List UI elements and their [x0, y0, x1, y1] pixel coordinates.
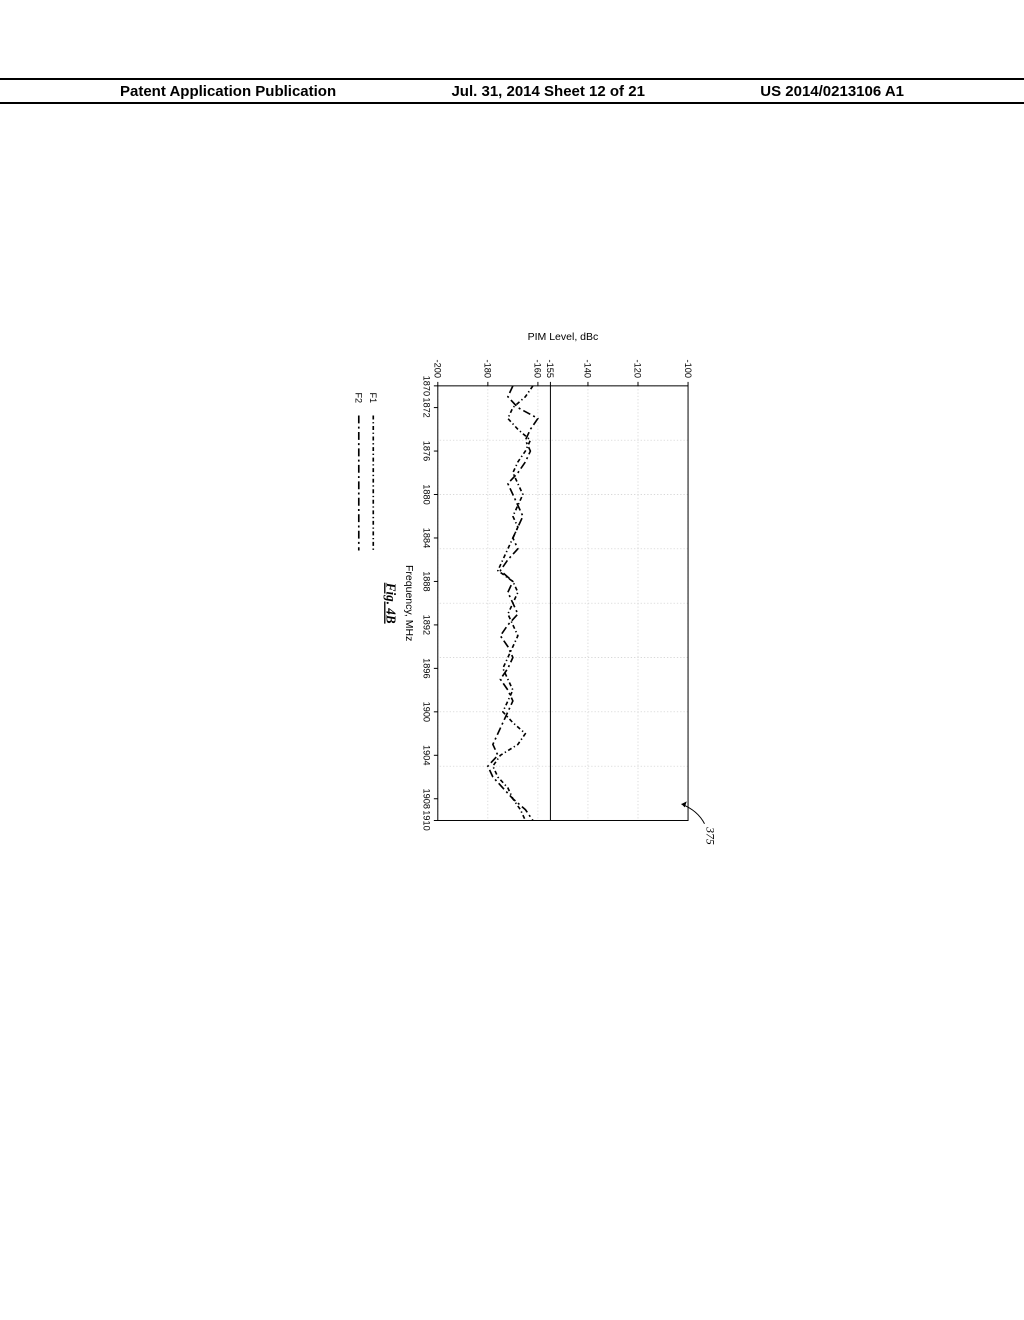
xtick-label: 1876	[421, 441, 431, 461]
xtick-label: 1900	[421, 702, 431, 722]
ytick-label: -200	[433, 360, 443, 378]
ytick-label: -140	[583, 360, 593, 378]
xtick-label: 1908	[421, 789, 431, 809]
ytick-label: -155	[545, 360, 555, 378]
header-right: US 2014/0213106 A1	[760, 83, 904, 100]
reference-number: 375	[703, 826, 717, 845]
ylabel: PIM Level, dBc	[528, 331, 599, 343]
xtick-label: 1870	[421, 376, 431, 396]
xtick-label: 1892	[421, 615, 431, 635]
legend-label: F2	[353, 392, 363, 403]
xtick-label: 1884	[421, 528, 431, 548]
xtick-label: 1904	[421, 745, 431, 765]
xtick-label: 1872	[421, 397, 431, 417]
pim-frequency-chart: -100 -120 -140 -155-160 -180 -20018701872 1876…	[120, 320, 940, 860]
xtick-label: 1896	[421, 658, 431, 678]
legend-label: F1	[368, 392, 378, 403]
chart-container: -100 -120 -140 -155-160 -180 -20018701872 1876…	[120, 320, 940, 860]
xlabel: Frequency, MHz	[403, 565, 415, 641]
xtick-label: 1888	[421, 571, 431, 591]
xtick-label: 1910	[421, 810, 431, 830]
series-F2	[488, 386, 538, 821]
header-left: Patent Application Publication	[120, 83, 336, 100]
xtick-label: 1880	[421, 484, 431, 504]
page-header: Patent Application Publication Jul. 31, …	[0, 78, 1024, 104]
header-center: Jul. 31, 2014 Sheet 12 of 21	[451, 83, 644, 100]
figure-label: Fig. 4B	[383, 582, 398, 624]
ytick-label: -120	[633, 360, 643, 378]
ytick-label: -100	[683, 360, 693, 378]
ytick-label: -180	[483, 360, 493, 378]
ytick-label: -160	[533, 360, 543, 378]
